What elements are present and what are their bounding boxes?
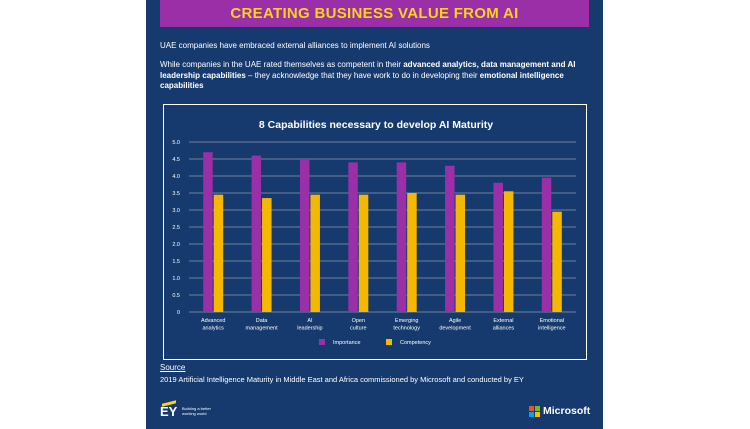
- bar-competency: [503, 191, 514, 312]
- microsoft-wordmark: Microsoft: [543, 405, 591, 417]
- legend-label-importance: Importance: [333, 340, 361, 346]
- intro-line: UAE companies have embraced external all…: [160, 41, 430, 50]
- intro-bold-part1: advanced analytics, data management and …: [160, 60, 576, 80]
- x-tick-label: management: [246, 326, 279, 332]
- y-tick-label: 3.0: [172, 208, 180, 214]
- bar-chart: 8 Capabilities necessary to develop AI M…: [172, 119, 576, 346]
- x-tick-label: leadership: [297, 326, 322, 332]
- y-tick-label: 1.5: [172, 259, 180, 265]
- x-tick-label: development: [439, 326, 471, 332]
- x-tick-label: Emerging: [395, 318, 419, 324]
- page-title: CREATING BUSINESS VALUE FROM AI: [230, 5, 519, 22]
- y-tick-label: 0.5: [172, 293, 180, 299]
- x-tick-label: Advanced: [201, 318, 225, 324]
- x-tick-label: culture: [350, 326, 367, 332]
- bar-competency: [552, 211, 562, 312]
- x-tick-label: AI: [307, 318, 313, 324]
- bar-importance: [348, 162, 358, 312]
- bar-importance: [251, 155, 262, 312]
- x-tick-label: alliances: [493, 326, 515, 332]
- y-tick-label: 3.5: [172, 191, 180, 197]
- x-tick-label: Data: [256, 318, 269, 324]
- bar-competency: [455, 194, 466, 312]
- y-tick-label: 0: [177, 310, 180, 316]
- source-text: 2019 Artificial Intelligence Maturity in…: [160, 375, 524, 384]
- intro-paragraph: While companies in the UAE rated themsel…: [160, 60, 590, 92]
- title-banner: CREATING BUSINESS VALUE FROM AI: [160, 0, 589, 27]
- chart-container: 8 Capabilities necessary to develop AI M…: [163, 104, 587, 360]
- x-tick-label: Agile: [449, 318, 461, 324]
- bar-importance: [203, 152, 213, 312]
- intro-bold-part2: emotional intelligence capabilities: [160, 70, 564, 91]
- bar-importance: [445, 165, 455, 312]
- bar-importance: [299, 159, 310, 312]
- x-tick-label: intelligence: [538, 326, 566, 332]
- source-label: Source: [160, 363, 186, 372]
- bar-importance: [541, 177, 552, 312]
- bar-competency: [213, 194, 224, 312]
- bar-competency: [262, 198, 272, 312]
- y-tick-label: 5.0: [172, 140, 180, 146]
- y-tick-label: 1.0: [172, 276, 180, 282]
- x-tick-label: technology: [393, 326, 420, 332]
- microsoft-logo: Microsoft: [529, 404, 590, 418]
- bar-importance: [493, 182, 503, 312]
- ey-logo: EY Building a better working world: [160, 400, 240, 422]
- chart-title: 8 Capabilities necessary to develop AI M…: [259, 119, 493, 131]
- y-tick-label: 2.0: [172, 242, 180, 248]
- bar-competency: [358, 194, 369, 312]
- bar-competency: [407, 193, 417, 312]
- bar-importance: [396, 162, 407, 312]
- intro-text-part1: While companies in the UAE rated themsel…: [160, 60, 404, 69]
- legend-swatch-competency: [386, 339, 392, 345]
- intro-text-part2: – they acknowledge that they have work t…: [245, 70, 480, 80]
- ey-logo-mark: EY: [160, 404, 178, 419]
- x-tick-label: External: [493, 318, 513, 324]
- x-tick-label: Open: [352, 318, 365, 324]
- legend-label-competency: Competency: [400, 340, 431, 346]
- x-tick-label: analytics: [202, 326, 224, 332]
- legend-swatch-importance: [319, 339, 325, 345]
- y-tick-label: 4.5: [172, 157, 180, 163]
- y-tick-label: 4.0: [172, 174, 180, 180]
- ey-logo-tagline: Building a better working world: [182, 406, 211, 416]
- x-tick-label: Emotional: [540, 318, 564, 324]
- bar-competency: [310, 194, 320, 312]
- microsoft-grid-icon: [529, 405, 540, 417]
- y-tick-label: 2.5: [172, 225, 180, 231]
